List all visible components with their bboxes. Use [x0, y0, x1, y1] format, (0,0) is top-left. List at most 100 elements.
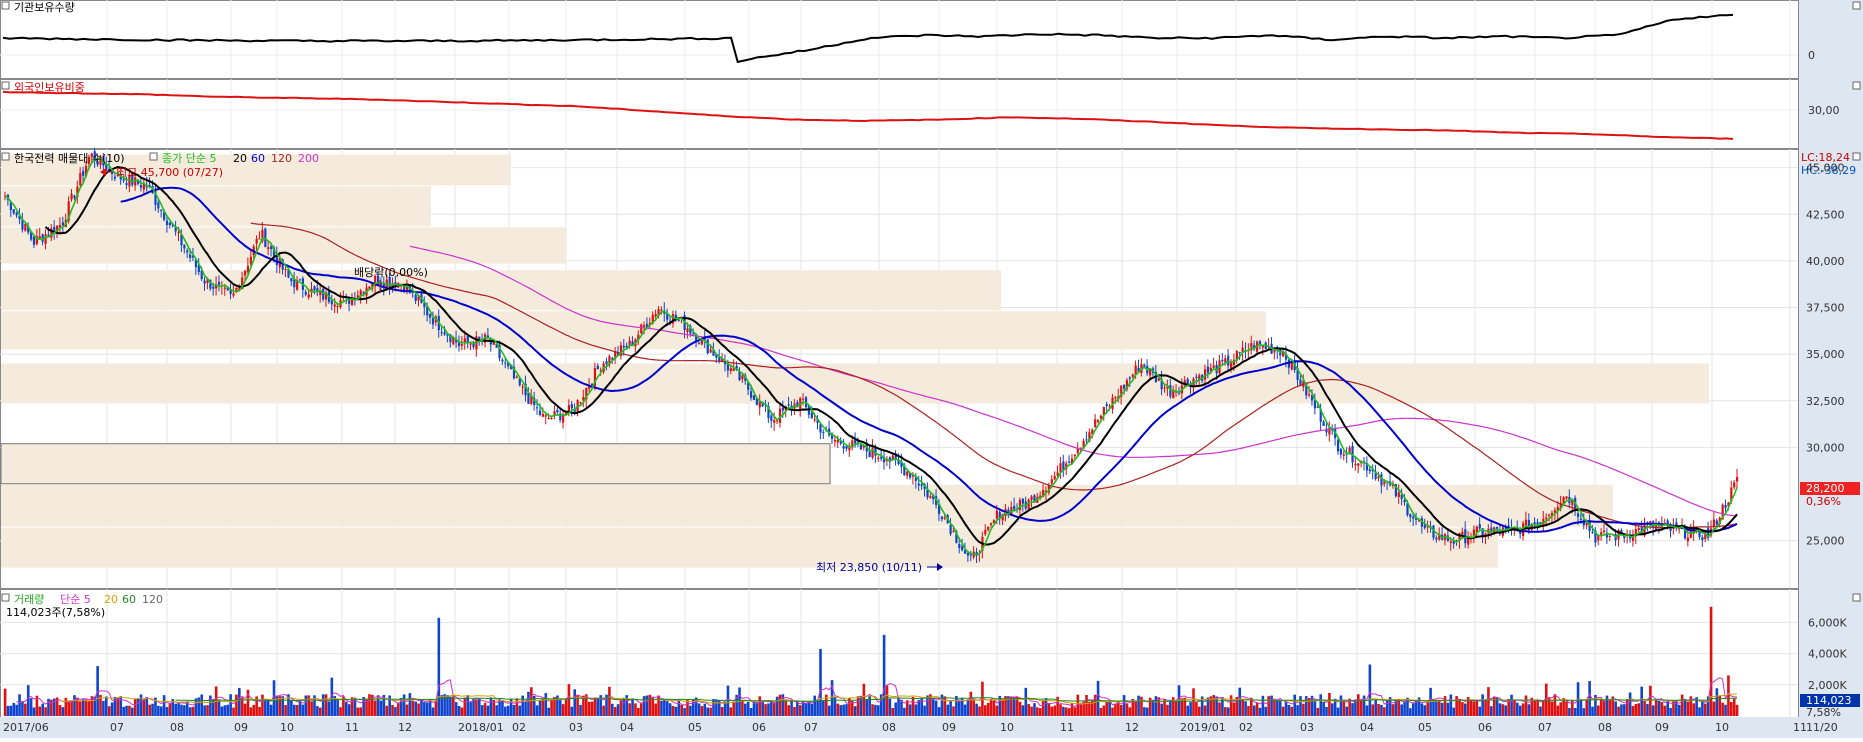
- volume-bar: [1455, 696, 1458, 716]
- volume-bar: [1284, 701, 1288, 716]
- volume-bar: [12, 702, 16, 716]
- candle-body: [1406, 503, 1409, 515]
- volume-bar: [1735, 704, 1739, 716]
- panel-maximize-icon[interactable]: [1852, 593, 1861, 602]
- volume-bar: [29, 698, 33, 716]
- candle-body: [559, 413, 562, 421]
- volume-bar: [1637, 703, 1641, 716]
- volume-bar: [209, 695, 212, 716]
- last-price-badge: [1800, 482, 1860, 495]
- candle-body: [521, 386, 524, 388]
- volume-bar: [1559, 702, 1563, 716]
- volume-bar: [408, 693, 412, 716]
- volume-bar: [1597, 705, 1600, 716]
- panel-maximize-icon[interactable]: [1852, 1, 1861, 10]
- candle-body: [726, 363, 730, 371]
- volume-bar: [830, 680, 834, 716]
- candle-body: [917, 483, 920, 486]
- volume-bar: [52, 698, 56, 716]
- volume-bar: [1582, 708, 1586, 716]
- candle-body: [732, 367, 735, 371]
- candle-body: [1602, 530, 1606, 532]
- candle-body: [41, 234, 44, 242]
- candle-body: [142, 183, 145, 190]
- volume-bar: [168, 703, 172, 716]
- volume-bar: [1206, 697, 1210, 716]
- candle-body: [61, 222, 65, 226]
- volume-bar: [570, 706, 574, 716]
- volume-bar: [1304, 696, 1308, 716]
- volume-bar: [252, 704, 256, 716]
- volume-bar: [1409, 708, 1412, 716]
- panel-toggle-icon[interactable]: [1, 81, 10, 90]
- volume-bar: [923, 705, 926, 716]
- x-axis-tick: 06: [1478, 721, 1492, 734]
- candle-body: [608, 356, 611, 365]
- candle-body: [706, 339, 709, 354]
- volume-bar: [498, 699, 501, 716]
- volume-bar: [347, 704, 351, 716]
- candle-body: [264, 228, 267, 248]
- candle-body: [255, 238, 258, 244]
- candle-body: [241, 277, 244, 290]
- volume-bar: [197, 697, 201, 716]
- volume-bar: [1007, 696, 1010, 716]
- volume-bar: [1148, 697, 1152, 716]
- x-axis-tick: 03: [1300, 721, 1314, 734]
- panel-maximize-icon[interactable]: [1852, 81, 1861, 90]
- candle-body: [93, 151, 96, 161]
- panel-toggle-icon[interactable]: [1, 1, 10, 10]
- volume-bar: [787, 705, 790, 716]
- volume-bar: [18, 694, 21, 716]
- volume-bar: [613, 706, 617, 716]
- volume-bar: [596, 698, 600, 716]
- candle-body: [1669, 527, 1672, 531]
- candle-body: [767, 406, 770, 419]
- volume-bar: [1478, 706, 1482, 716]
- candle-body: [212, 286, 215, 289]
- candle-body: [1579, 518, 1583, 520]
- volume-bar: [217, 699, 221, 716]
- volume-profile-band: [1, 227, 566, 264]
- candle-body: [177, 232, 180, 234]
- volume-bar: [931, 699, 935, 716]
- volume-bar: [871, 704, 874, 716]
- volume-bar: [703, 703, 707, 716]
- volume-bar: [914, 704, 918, 716]
- volume-bar: [133, 698, 137, 716]
- ma20-line: [44, 165, 1738, 546]
- candle-body: [802, 398, 805, 400]
- ma-toggle-icon[interactable]: [149, 152, 158, 161]
- volume-bar: [1414, 700, 1418, 716]
- volume-bar: [1157, 697, 1161, 716]
- candle-body: [27, 225, 30, 233]
- volume-bar: [1692, 703, 1696, 716]
- volume-bar: [1302, 703, 1305, 716]
- volume-bar: [1504, 705, 1508, 716]
- candle-body: [648, 322, 652, 325]
- volume-bar: [1313, 701, 1317, 716]
- panel-maximize-icon[interactable]: [1852, 152, 1861, 161]
- volume-bar: [989, 700, 993, 716]
- candle-body: [810, 412, 813, 419]
- volume-bar: [264, 699, 267, 716]
- volume-bar: [434, 700, 438, 716]
- volume-bar: [1079, 704, 1083, 716]
- candle-body: [1533, 522, 1536, 525]
- volume-bar: [420, 699, 423, 716]
- panel-toggle-icon[interactable]: [1, 152, 10, 161]
- volume-bar: [1015, 696, 1019, 716]
- candle-body: [969, 554, 972, 556]
- candle-body: [1597, 535, 1600, 541]
- volume-bar: [859, 695, 863, 716]
- volume-bar: [746, 701, 750, 716]
- panel-toggle-icon[interactable]: [1, 593, 10, 602]
- candle-body: [319, 290, 322, 296]
- volume-bar: [1267, 696, 1270, 716]
- candle-body: [1571, 500, 1574, 506]
- volume-bar: [342, 696, 345, 716]
- volume-bar: [1114, 703, 1117, 716]
- volume-bar: [1698, 707, 1701, 716]
- candle-body: [232, 293, 235, 296]
- institution-holdings-line: [2, 13, 1734, 64]
